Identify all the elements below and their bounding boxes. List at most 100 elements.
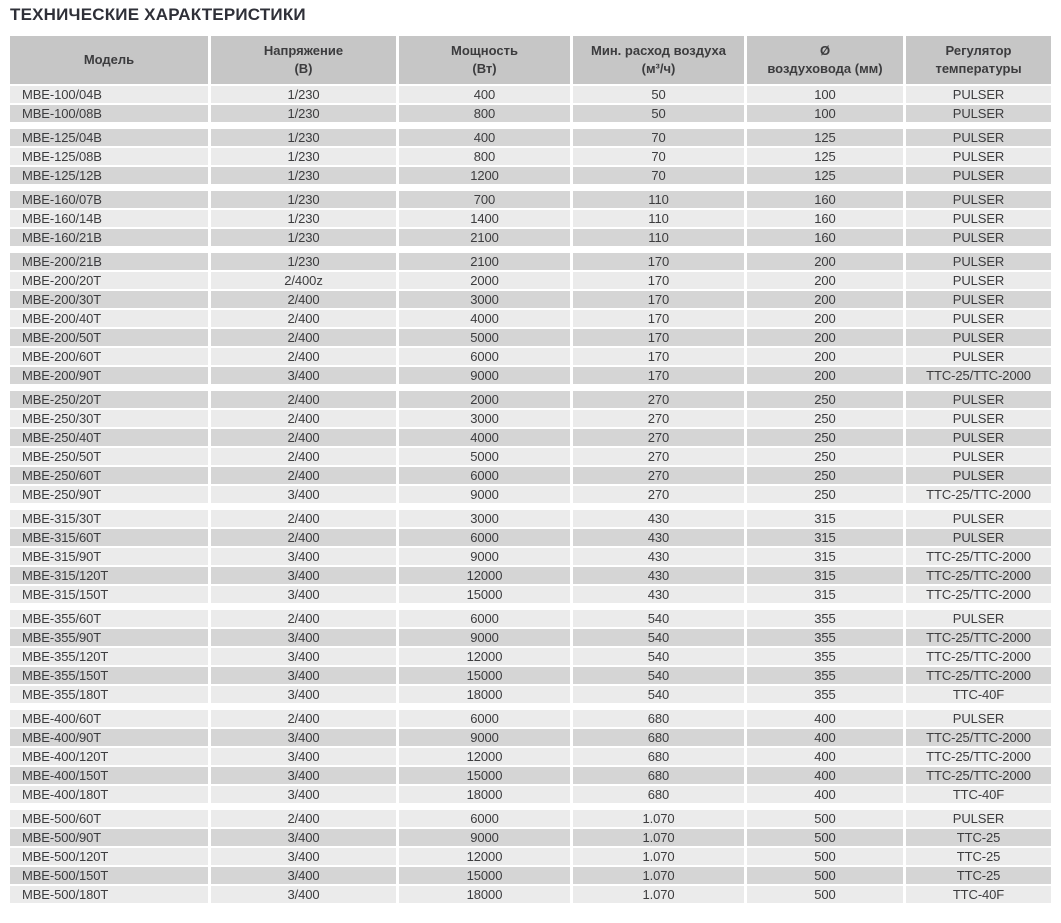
cell-airflow: 430 <box>573 548 744 565</box>
cell-power: 6000 <box>399 529 570 546</box>
cell-model: MBE-500/150T <box>10 867 208 884</box>
table-row: MBE-315/30T 2/400 3000 430 315 PULSER <box>10 510 1051 527</box>
table-row: MBE-250/60T 2/400 6000 270 250 PULSER <box>10 467 1051 484</box>
cell-airflow: 430 <box>573 567 744 584</box>
model-group: MBE-100/04B 1/230 400 50 100 PULSER MBE-100/08… <box>10 86 1051 122</box>
header-regulator: Регулятор температуры <box>906 36 1051 84</box>
table-row: MBE-400/150T 3/400 15000 680 400 TTC-25/TTC-2… <box>10 767 1051 784</box>
table-row: MBE-400/90T 3/400 9000 680 400 TTC-25/TTC-200… <box>10 729 1051 746</box>
table-row: MBE-125/04B 1/230 400 70 125 PULSER <box>10 129 1051 146</box>
header-airflow-line2: (м³/ч) <box>641 61 676 76</box>
header-voltage: Напряжение (В) <box>211 36 396 84</box>
cell-power: 15000 <box>399 767 570 784</box>
cell-diameter: 315 <box>747 567 903 584</box>
cell-voltage: 3/400 <box>211 367 396 384</box>
cell-diameter: 125 <box>747 129 903 146</box>
cell-diameter: 125 <box>747 148 903 165</box>
cell-voltage: 2/400 <box>211 710 396 727</box>
cell-diameter: 200 <box>747 253 903 270</box>
table-row: MBE-160/14B 1/230 1400 110 160 PULSER <box>10 210 1051 227</box>
table-row: MBE-200/60T 2/400 6000 170 200 PULSER <box>10 348 1051 365</box>
cell-diameter: 250 <box>747 410 903 427</box>
cell-regulator: TTC-25/TTC-2000 <box>906 567 1051 584</box>
cell-power: 400 <box>399 129 570 146</box>
table-row: MBE-400/120T 3/400 12000 680 400 TTC-25/TTC-2… <box>10 748 1051 765</box>
cell-model: MBE-315/150T <box>10 586 208 603</box>
cell-voltage: 3/400 <box>211 486 396 503</box>
cell-power: 3000 <box>399 291 570 308</box>
cell-voltage: 1/230 <box>211 253 396 270</box>
cell-regulator: PULSER <box>906 448 1051 465</box>
cell-model: MBE-500/60T <box>10 810 208 827</box>
cell-model: MBE-200/21B <box>10 253 208 270</box>
cell-model: MBE-355/90T <box>10 629 208 646</box>
table-row: MBE-315/150T 3/400 15000 430 315 TTC-25/TTC-2… <box>10 586 1051 603</box>
model-group: MBE-160/07B 1/230 700 110 160 PULSER MBE-160/1… <box>10 191 1051 246</box>
cell-model: MBE-100/04B <box>10 86 208 103</box>
cell-airflow: 680 <box>573 710 744 727</box>
cell-model: MBE-200/40T <box>10 310 208 327</box>
cell-airflow: 70 <box>573 167 744 184</box>
cell-regulator: PULSER <box>906 210 1051 227</box>
header-diameter-line1: Ø <box>819 43 831 58</box>
cell-model: MBE-100/08B <box>10 105 208 122</box>
cell-airflow: 270 <box>573 391 744 408</box>
cell-regulator: TTC-40F <box>906 786 1051 803</box>
cell-voltage: 2/400 <box>211 510 396 527</box>
header-power-line2: (Вт) <box>472 61 497 76</box>
cell-model: MBE-315/60T <box>10 529 208 546</box>
cell-airflow: 50 <box>573 86 744 103</box>
cell-regulator: TTC-25/TTC-2000 <box>906 648 1051 665</box>
cell-regulator: PULSER <box>906 329 1051 346</box>
cell-model: MBE-400/90T <box>10 729 208 746</box>
cell-diameter: 160 <box>747 210 903 227</box>
header-power-line1: Мощность <box>451 43 518 58</box>
cell-power: 3000 <box>399 510 570 527</box>
cell-voltage: 2/400 <box>211 467 396 484</box>
cell-regulator: TTC-25/TTC-2000 <box>906 767 1051 784</box>
cell-airflow: 680 <box>573 786 744 803</box>
cell-regulator: PULSER <box>906 710 1051 727</box>
cell-diameter: 500 <box>747 810 903 827</box>
cell-power: 700 <box>399 191 570 208</box>
cell-voltage: 2/400 <box>211 448 396 465</box>
cell-diameter: 315 <box>747 586 903 603</box>
cell-voltage: 1/230 <box>211 229 396 246</box>
cell-diameter: 500 <box>747 848 903 865</box>
cell-voltage: 2/400 <box>211 610 396 627</box>
cell-voltage: 3/400 <box>211 748 396 765</box>
cell-regulator: PULSER <box>906 86 1051 103</box>
cell-model: MBE-500/90T <box>10 829 208 846</box>
cell-regulator: PULSER <box>906 253 1051 270</box>
cell-regulator: TTC-25/TTC-2000 <box>906 486 1051 503</box>
cell-voltage: 2/400z <box>211 272 396 289</box>
cell-diameter: 100 <box>747 86 903 103</box>
cell-regulator: PULSER <box>906 410 1051 427</box>
cell-power: 2100 <box>399 229 570 246</box>
cell-power: 18000 <box>399 786 570 803</box>
cell-airflow: 270 <box>573 429 744 446</box>
cell-voltage: 3/400 <box>211 667 396 684</box>
cell-regulator: PULSER <box>906 148 1051 165</box>
cell-airflow: 270 <box>573 467 744 484</box>
cell-power: 800 <box>399 148 570 165</box>
cell-regulator: TTC-25 <box>906 848 1051 865</box>
cell-voltage: 1/230 <box>211 148 396 165</box>
table-row: MBE-500/60T 2/400 6000 1.070 500 PULSER <box>10 810 1051 827</box>
cell-airflow: 170 <box>573 272 744 289</box>
cell-model: MBE-160/14B <box>10 210 208 227</box>
table-row: MBE-315/120T 3/400 12000 430 315 TTC-25/TTC-2… <box>10 567 1051 584</box>
cell-voltage: 3/400 <box>211 586 396 603</box>
cell-diameter: 400 <box>747 748 903 765</box>
cell-regulator: TTC-25/TTC-2000 <box>906 367 1051 384</box>
cell-power: 6000 <box>399 710 570 727</box>
table-header-row: Модель Напряжение (В) Мощность (Вт) Мин.… <box>10 36 1051 84</box>
cell-power: 9000 <box>399 829 570 846</box>
cell-model: MBE-400/150T <box>10 767 208 784</box>
table-row: MBE-200/21B 1/230 2100 170 200 PULSER <box>10 253 1051 270</box>
cell-diameter: 250 <box>747 429 903 446</box>
cell-airflow: 110 <box>573 229 744 246</box>
table-row: MBE-400/180T 3/400 18000 680 400 TTC-40F <box>10 786 1051 803</box>
cell-airflow: 1.070 <box>573 886 744 903</box>
header-model: Модель <box>10 36 208 84</box>
